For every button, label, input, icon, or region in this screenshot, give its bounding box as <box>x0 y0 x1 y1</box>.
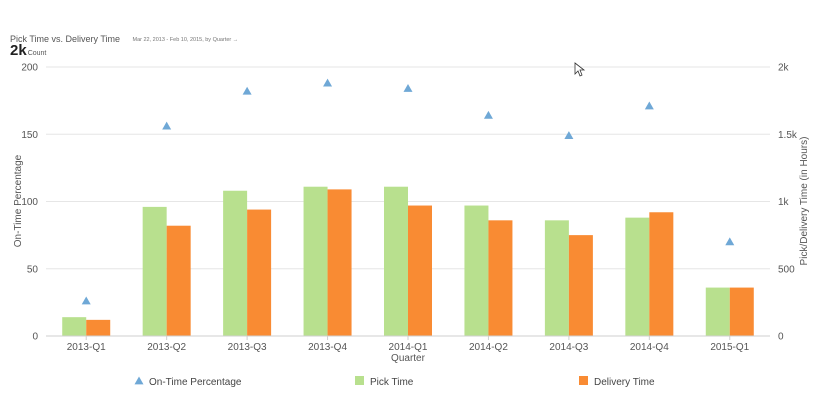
markers <box>81 78 735 305</box>
bar-delivery-time <box>568 235 593 336</box>
y-tick-label: 50 <box>27 264 39 275</box>
y-tick-label: 200 <box>21 63 38 74</box>
x-tick-label: 2013-Q4 <box>308 342 347 353</box>
bar-pick-time <box>62 317 87 336</box>
bar-pick-time <box>303 186 328 336</box>
marker-on-time-percentage <box>644 101 654 110</box>
bar-pick-time <box>384 186 408 336</box>
marker-on-time-percentage <box>483 110 493 119</box>
y2-tick-label: 1.5k <box>778 130 798 141</box>
legend-label: Pick Time <box>370 377 414 388</box>
bar-pick-time <box>142 206 167 336</box>
x-tick-label: 2014-Q1 <box>389 342 428 353</box>
y2-axis-title: Pick/Delivery Time (in Hours) <box>799 137 810 266</box>
legend: On-Time Percentage Pick Time Delivery Time <box>134 376 655 388</box>
legend-swatch-delivery-time <box>579 376 588 385</box>
x-tick-label: 2014-Q4 <box>630 342 669 353</box>
bar-delivery-time <box>649 212 674 336</box>
marker-on-time-percentage <box>81 296 91 305</box>
marker-on-time-percentage <box>162 121 172 130</box>
y-tick-label: 100 <box>21 197 38 208</box>
y2-tick-label: 0 <box>778 332 784 343</box>
marker-on-time-percentage <box>403 84 413 92</box>
legend-label: On-Time Percentage <box>149 377 242 388</box>
x-axis-title: Quarter <box>391 353 426 364</box>
bar-delivery-time <box>86 319 111 336</box>
marker-on-time-percentage <box>242 86 252 95</box>
chart-title: Pick Time vs. Delivery Time <box>10 34 121 44</box>
marker-on-time-percentage <box>323 78 333 87</box>
x-tick-label: 2014-Q3 <box>549 342 588 353</box>
x-tick-label: 2013-Q1 <box>67 342 106 353</box>
x-tick-label: 2015-Q1 <box>710 342 749 353</box>
y-tick-label: 0 <box>32 332 38 343</box>
cursor-icon <box>574 62 586 77</box>
x-tick-label: 2013-Q2 <box>147 342 186 353</box>
bar-pick-time <box>223 190 248 336</box>
date-range-filter[interactable]: Mar 22, 2013 - Feb 10, 2015, by Quarter … <box>132 37 239 43</box>
y2-tick-label: 1k <box>778 197 790 208</box>
summary-metric: 2kCount <box>10 42 46 60</box>
bars <box>62 186 754 336</box>
bar-delivery-time <box>408 205 432 336</box>
metric-label: Count <box>27 50 47 57</box>
y2-tick-label: 500 <box>778 264 795 275</box>
bar-pick-time <box>464 205 489 336</box>
chart-header: Pick Time vs. Delivery Time Mar 22, 2013… <box>10 29 238 47</box>
bar-delivery-time <box>327 189 352 336</box>
bar-delivery-time <box>729 287 754 336</box>
bar-delivery-time <box>488 220 513 336</box>
legend-label: Delivery Time <box>594 377 655 388</box>
axes: 0 0 50 500 100 1k 150 1.5k 200 2k 2013-Q1 2013-Q2 20… <box>21 63 798 354</box>
legend-swatch-on-time <box>134 376 144 385</box>
bar-delivery-time <box>166 225 191 336</box>
x-tick-label: 2014-Q2 <box>469 342 508 353</box>
bar-pick-time <box>705 287 730 336</box>
y-tick-label: 150 <box>21 130 38 141</box>
bar-pick-time <box>544 220 569 336</box>
bar-delivery-time <box>247 209 272 336</box>
marker-on-time-percentage <box>564 131 574 139</box>
metric-value: 2k <box>10 42 27 59</box>
legend-swatch-pick-time <box>355 376 364 385</box>
x-tick-label: 2013-Q3 <box>228 342 267 353</box>
y2-tick-label: 2k <box>778 63 790 74</box>
marker-on-time-percentage <box>725 237 735 246</box>
y-axis-title: On-Time Percentage <box>13 154 24 247</box>
bar-pick-time <box>625 217 650 336</box>
